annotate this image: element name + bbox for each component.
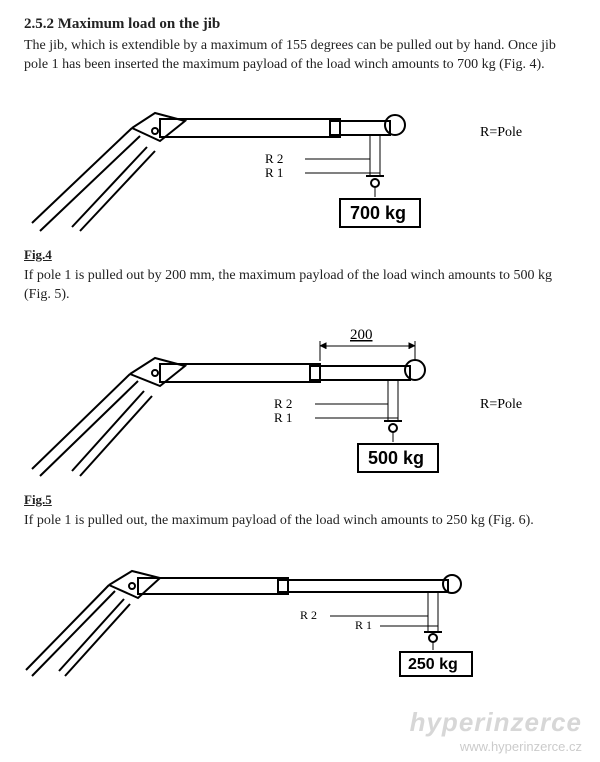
figure-5-svg: 200 R 2 R 1 R=Pole 500 kg: [20, 311, 580, 486]
fig5-rpole-label: R=Pole: [480, 397, 522, 412]
fig6-r2-label: R 2: [300, 608, 317, 622]
fig6-r1-label: R 1: [355, 618, 372, 632]
para-fig6: If pole 1 is pulled out, the maximum pay…: [24, 512, 580, 531]
fig5-r1-label: R 1: [274, 410, 292, 425]
fig5-r2-label: R 2: [274, 396, 292, 411]
watermark-url: www.hyperinzerce.cz: [460, 739, 582, 754]
fig6-load-value: 250 kg: [408, 656, 458, 673]
figure-4-svg: R 2 R 1 R=Pole 700 kg: [20, 81, 580, 241]
section-heading: 2.5.2 Maximum load on the jib: [24, 16, 580, 33]
fig4-load-value: 700 kg: [350, 203, 406, 223]
figure-6: R 2 R 1 250 kg: [20, 536, 580, 686]
page-root: 2.5.2 Maximum load on the jib The jib, w…: [0, 0, 600, 762]
fig4-r1-label: R 1: [265, 165, 283, 180]
figure-4-label: Fig.4: [24, 247, 580, 263]
watermark-brand: hyperinzerce: [410, 707, 582, 738]
fig5-dim-label: 200: [350, 327, 373, 343]
fig5-load-value: 500 kg: [368, 448, 424, 468]
figure-5-label: Fig.5: [24, 492, 580, 508]
fig4-r2-label: R 2: [265, 151, 283, 166]
intro-paragraph: The jib, which is extendible by a maximu…: [24, 37, 580, 75]
figure-4: R 2 R 1 R=Pole 700 kg: [20, 81, 580, 241]
figure-5: 200 R 2 R 1 R=Pole 500 kg: [20, 311, 580, 486]
para-fig5: If pole 1 is pulled out by 200 mm, the m…: [24, 267, 580, 305]
fig4-rpole-label: R=Pole: [480, 125, 522, 140]
figure-6-svg: R 2 R 1 250 kg: [20, 536, 580, 686]
